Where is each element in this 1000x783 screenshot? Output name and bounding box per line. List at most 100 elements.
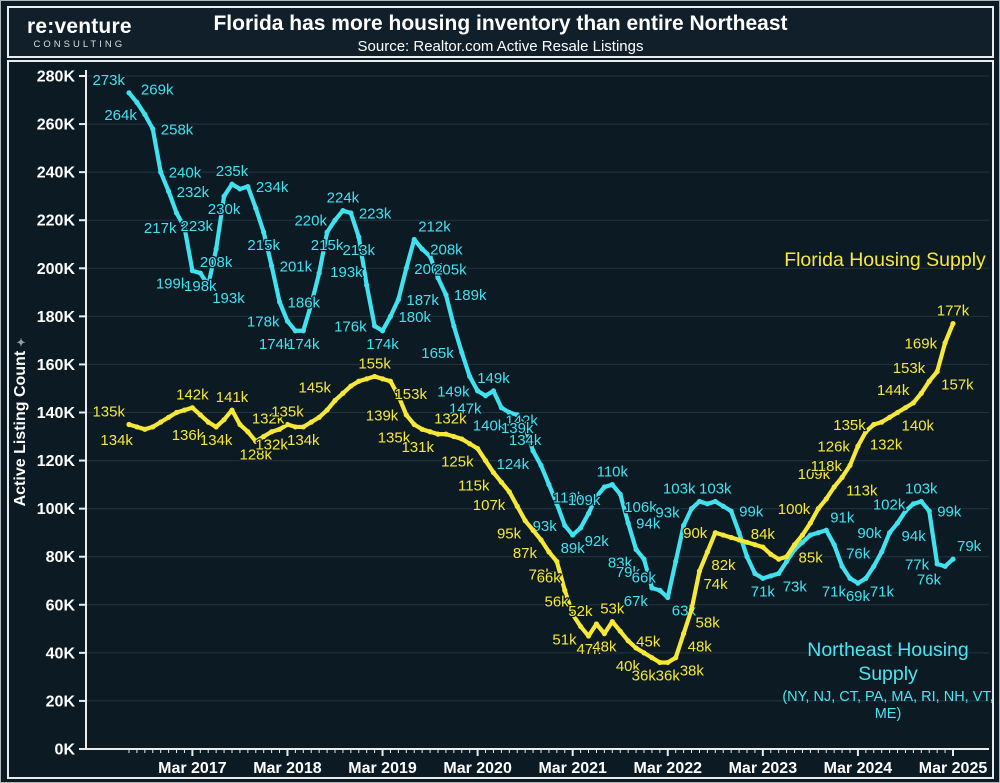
- data-label: 113k: [846, 482, 878, 499]
- data-point: [142, 426, 148, 432]
- x-tick-label: Mar 2022: [634, 760, 703, 777]
- data-point: [403, 265, 409, 271]
- data-label: 186k: [288, 294, 321, 311]
- data-point: [617, 491, 623, 497]
- data-point: [269, 263, 275, 269]
- data-label: 58k: [696, 615, 721, 632]
- data-point: [197, 270, 203, 276]
- data-point: [926, 508, 932, 514]
- data-point: [356, 378, 362, 384]
- data-point: [768, 551, 774, 557]
- data-point: [506, 409, 512, 416]
- data-point: [815, 530, 821, 536]
- data-label: 52k: [568, 603, 593, 620]
- data-point: [681, 522, 687, 529]
- data-label: 90k: [683, 525, 708, 542]
- data-point: [134, 424, 140, 430]
- data-point: [324, 229, 330, 235]
- data-point: [815, 506, 821, 512]
- data-point: [728, 508, 734, 514]
- data-label: 77k: [905, 556, 930, 573]
- asterisk-icon: ✦: [16, 338, 28, 347]
- data-point: [435, 275, 441, 281]
- data-label: 90k: [857, 525, 882, 542]
- data-point: [641, 650, 647, 656]
- data-point: [284, 421, 291, 428]
- data-label: 109k: [568, 492, 601, 509]
- data-point: [609, 482, 615, 488]
- data-point: [158, 169, 164, 175]
- data-label: 93k: [533, 518, 558, 535]
- data-label: 200k: [414, 261, 447, 278]
- data-point: [887, 530, 893, 536]
- data-point: [348, 383, 354, 389]
- header: re:venture CONSULTING Florida has more h…: [7, 6, 994, 58]
- data-label: 217k: [144, 220, 177, 237]
- y-tick-label: 120K: [37, 453, 76, 470]
- data-point: [221, 417, 227, 423]
- data-point: [744, 539, 750, 545]
- data-point: [609, 619, 615, 625]
- data-point: [284, 318, 291, 324]
- data-point: [229, 181, 235, 187]
- data-point: [934, 561, 940, 567]
- data-label: 223k: [359, 205, 392, 222]
- data-label: 149k: [477, 370, 510, 387]
- data-label: 69k: [846, 588, 871, 605]
- data-label: 199k: [156, 276, 189, 293]
- data-point: [308, 419, 314, 425]
- data-label: 74k: [703, 576, 728, 593]
- data-point: [752, 570, 758, 577]
- data-point: [419, 426, 425, 432]
- data-label: 92k: [585, 533, 610, 550]
- data-label: 174k: [259, 336, 292, 353]
- data-point: [387, 313, 394, 319]
- data-point: [482, 457, 489, 464]
- data-point: [213, 424, 219, 430]
- data-point: [688, 606, 695, 613]
- data-label: 135k: [271, 404, 304, 421]
- data-label: 76k: [846, 545, 871, 562]
- data-point: [150, 126, 156, 132]
- data-label: 145k: [298, 379, 331, 396]
- data-label: 78k: [529, 567, 554, 584]
- data-point: [538, 537, 544, 543]
- data-point: [665, 594, 671, 601]
- data-point: [506, 489, 512, 495]
- data-label: 45k: [636, 633, 661, 650]
- data-point: [633, 546, 639, 553]
- x-tick-label: Mar 2017: [158, 760, 227, 777]
- data-point: [490, 388, 497, 394]
- data-point: [696, 568, 703, 574]
- data-point: [910, 400, 916, 406]
- data-label: 51k: [552, 631, 577, 648]
- data-point: [316, 270, 322, 276]
- data-point: [704, 549, 710, 555]
- data-label: 142k: [176, 387, 209, 404]
- data-label: 79k: [616, 564, 641, 581]
- data-label: 128k: [240, 446, 273, 463]
- data-point: [879, 549, 885, 555]
- data-point: [546, 549, 552, 555]
- data-label: 240k: [169, 165, 202, 182]
- data-point: [364, 282, 370, 288]
- data-label: 235k: [216, 163, 249, 180]
- data-point: [681, 631, 687, 637]
- data-point: [395, 296, 401, 303]
- data-point: [855, 580, 861, 586]
- data-point: [253, 438, 259, 444]
- data-point: [229, 407, 235, 413]
- data-label: 177k: [937, 303, 970, 320]
- data-point: [593, 494, 600, 500]
- data-point: [427, 253, 433, 259]
- data-point: [728, 534, 734, 541]
- data-label: 140k: [473, 417, 506, 434]
- data-point: [807, 532, 813, 538]
- data-point: [649, 655, 655, 661]
- data-point: [245, 183, 251, 190]
- data-label: 103k: [663, 480, 696, 497]
- data-point: [665, 659, 671, 666]
- data-point: [894, 520, 901, 526]
- data-point: [562, 522, 568, 529]
